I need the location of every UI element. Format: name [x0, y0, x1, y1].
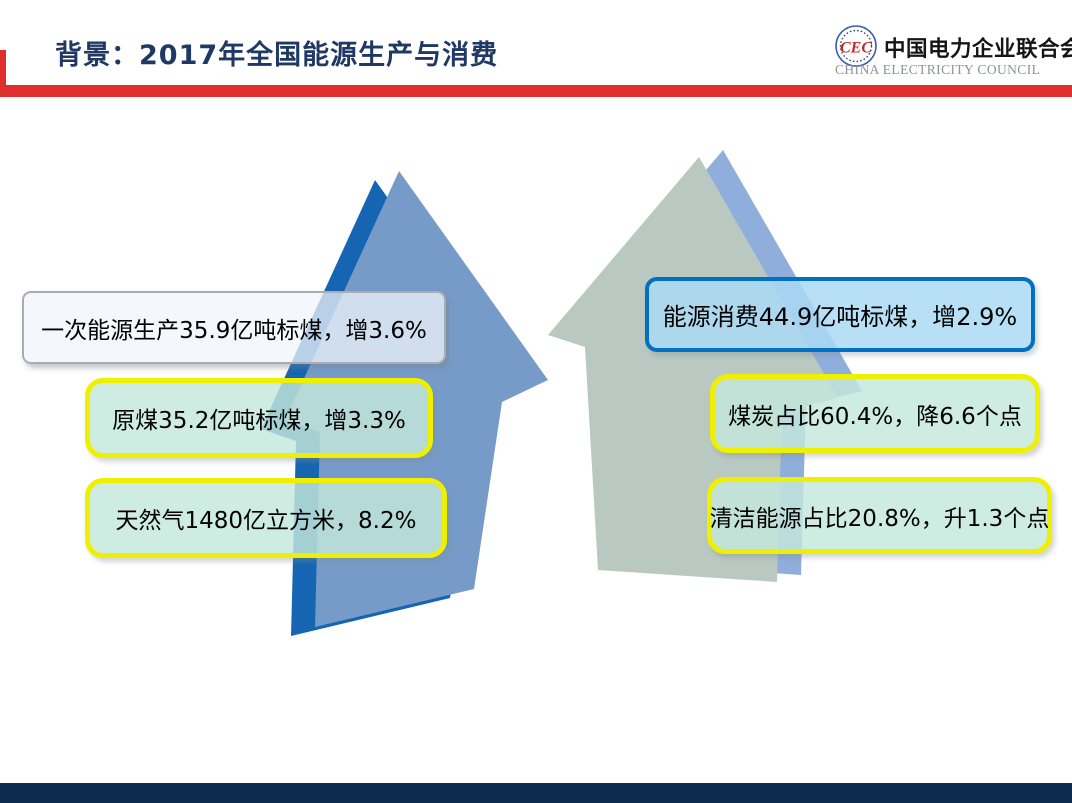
cec-emblem-monogram: CEC: [840, 40, 872, 57]
production-box-total: 一次能源生产35.9亿吨标煤，增3.6%: [22, 291, 446, 364]
consumption-box-coal-share: 煤炭占比60.4%，降6.6个点: [710, 374, 1040, 453]
cec-logo: CEC 中国电力企业联合会 CHINA ELECTRICITY COUNCIL: [832, 20, 1072, 84]
consumption-box-total: 能源消费44.9亿吨标煤，增2.9%: [645, 277, 1035, 352]
slide-title: 背景：2017年全国能源生产与消费: [55, 40, 499, 71]
production-box-coal-label: 原煤35.2亿吨标煤，增3.3%: [112, 408, 406, 434]
red-divider-band: [0, 85, 1072, 97]
production-box-coal: 原煤35.2亿吨标煤，增3.3%: [85, 378, 433, 458]
footer-bar: [0, 783, 1072, 803]
consumption-box-clean-share: 清洁能源占比20.8%，升1.3个点: [707, 477, 1052, 554]
consumption-box-total-label: 能源消费44.9亿吨标煤，增2.9%: [662, 303, 1018, 331]
red-edge-accent: [0, 50, 6, 97]
org-name-en: CHINA ELECTRICITY COUNCIL: [835, 62, 1041, 77]
consumption-box-clean-share-label: 清洁能源占比20.8%，升1.3个点: [709, 505, 1050, 532]
production-box-gas: 天然气1480亿立方米，8.2%: [85, 478, 447, 558]
org-name-cn: 中国电力企业联合会: [884, 37, 1072, 62]
consumption-box-coal-share-label: 煤炭占比60.4%，降6.6个点: [728, 403, 1022, 430]
production-box-total-label: 一次能源生产35.9亿吨标煤，增3.6%: [41, 317, 427, 344]
consumption-arrow-face: [548, 157, 838, 582]
cec-emblem-icon: CEC: [835, 25, 877, 67]
production-box-gas-label: 天然气1480亿立方米，8.2%: [115, 508, 417, 534]
